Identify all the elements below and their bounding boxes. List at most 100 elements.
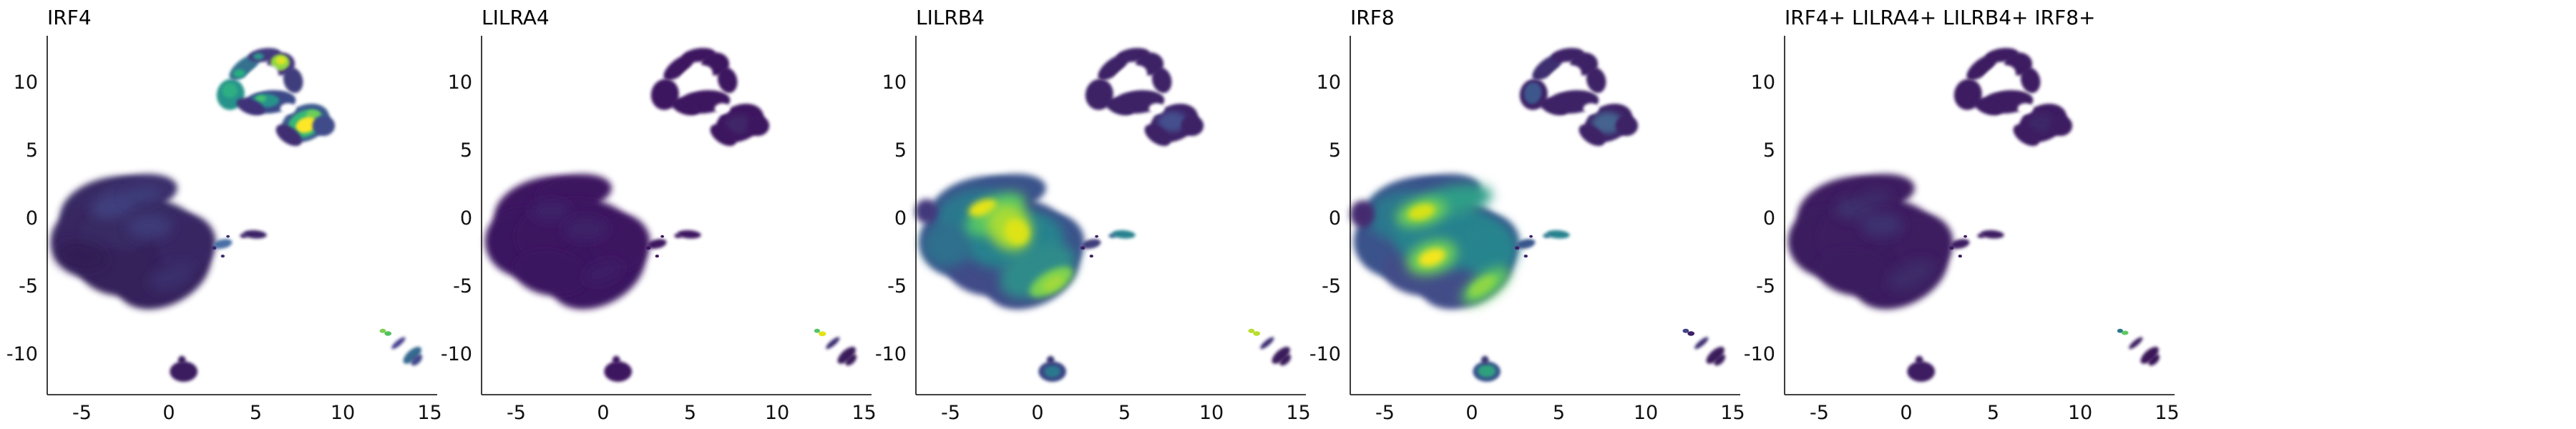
density-blob xyxy=(530,200,572,222)
density-blob xyxy=(1080,246,1085,250)
density-blob xyxy=(2117,328,2123,333)
density-blob xyxy=(1044,365,1060,378)
density-blob xyxy=(2020,67,2041,94)
density-blob xyxy=(2013,124,2039,147)
density-blob xyxy=(1980,230,2004,239)
umap-scatter-plot: -5 0 5 10 15 10 5 0 -5 -10 xyxy=(6,36,442,424)
cluster-hole xyxy=(1583,103,1599,114)
density-blob xyxy=(660,235,664,238)
density-blob xyxy=(1516,239,1536,249)
density-blob xyxy=(677,230,701,239)
cluster-hole xyxy=(1114,65,1147,90)
density-blob xyxy=(1586,67,1606,94)
density-blob xyxy=(1260,337,1274,350)
x-tick-label: -5 xyxy=(1375,402,1395,424)
y-tick-label: 5 xyxy=(1329,139,1341,162)
density-blob xyxy=(1579,124,1605,147)
y-tick-label: 5 xyxy=(1763,139,1775,162)
density-blob xyxy=(275,56,286,65)
y-tick-label: 0 xyxy=(1329,207,1341,230)
umap-scatter-plot: -5 0 5 10 15 10 5 0 -5 -10 xyxy=(1744,36,2180,424)
density-blob xyxy=(563,217,609,242)
density-blob xyxy=(236,98,265,116)
y-tick-label: 5 xyxy=(460,139,472,162)
density-blob xyxy=(1095,235,1098,238)
umap-panel-1: IRF4 -5 0 5 10 15 10 5 0 -5 -10 xyxy=(0,0,444,429)
x-tick-label: 10 xyxy=(2068,402,2092,424)
umap-panel-3: LILRB4 -5 0 5 10 15 10 5 0 -5 -10 xyxy=(869,0,1312,429)
density-blob xyxy=(127,214,172,239)
density-blob xyxy=(1615,115,1639,137)
x-tick-label: 0 xyxy=(162,402,175,424)
y-tick-label: -5 xyxy=(1322,275,1341,297)
density-blob xyxy=(1253,331,1261,336)
density-blob xyxy=(1004,219,1029,245)
density-blob xyxy=(914,199,938,224)
density-blob xyxy=(2148,354,2160,366)
x-tick-label: -5 xyxy=(72,402,92,424)
density-blob xyxy=(837,347,856,364)
y-tick-label: 10 xyxy=(882,72,907,94)
y-tick-label: -10 xyxy=(875,343,907,365)
density-blob xyxy=(253,53,264,60)
panel-title: LILRB4 xyxy=(916,6,985,29)
density-blob xyxy=(1181,115,1204,137)
density-blob xyxy=(1887,259,1936,292)
density-blob xyxy=(1907,361,1936,382)
density-blob xyxy=(240,233,248,238)
y-tick-label: -10 xyxy=(1744,343,1775,365)
density-blob xyxy=(56,240,108,272)
density-blob xyxy=(213,239,233,249)
panel-title: IRF4+ LILRA4+ LILRB4+ IRF8+ xyxy=(1785,6,2096,29)
density-blob xyxy=(1915,355,1923,365)
density-blob xyxy=(1951,239,1970,249)
panel-title: IRF4 xyxy=(47,6,92,29)
density-blob xyxy=(1543,233,1551,238)
umap-scatter-plot: -5 0 5 10 15 10 5 0 -5 -10 xyxy=(1309,36,1745,424)
density-blob xyxy=(674,233,682,238)
x-tick-label: 10 xyxy=(1634,402,1658,424)
x-tick-label: 15 xyxy=(417,402,441,424)
density-blob xyxy=(233,69,245,78)
density-blob xyxy=(1407,204,1435,220)
density-blob xyxy=(283,67,303,94)
density-blob xyxy=(710,124,736,147)
x-tick-label: 5 xyxy=(250,402,262,424)
density-blob xyxy=(922,223,972,267)
x-tick-label: 15 xyxy=(852,402,876,424)
density-blob xyxy=(746,115,770,137)
density-blob xyxy=(312,115,336,137)
y-tick-label: -5 xyxy=(887,275,907,297)
density-blob xyxy=(583,260,623,285)
density-blob xyxy=(1949,246,1954,250)
density-blob xyxy=(1687,331,1695,336)
density-blob xyxy=(296,117,317,133)
y-tick-label: -10 xyxy=(6,343,38,365)
x-tick-label: -5 xyxy=(941,402,960,424)
density-blob xyxy=(1108,233,1116,238)
density-blob xyxy=(1151,67,1172,94)
density-blob xyxy=(1105,98,1133,116)
density-blob xyxy=(379,328,386,333)
x-tick-label: 0 xyxy=(1031,402,1043,424)
density-blob xyxy=(646,246,651,250)
density-blob xyxy=(1694,337,1709,350)
x-tick-label: 15 xyxy=(1720,402,1745,424)
cluster-hole xyxy=(680,65,713,90)
density-blob xyxy=(1144,124,1171,147)
x-tick-label: -5 xyxy=(1810,402,1829,424)
density-blob xyxy=(177,355,186,365)
x-tick-label: 0 xyxy=(1900,402,1912,424)
density-blob xyxy=(2140,347,2159,364)
density-blob xyxy=(818,331,826,337)
y-tick-label: -10 xyxy=(441,343,472,365)
density-blob xyxy=(1157,111,1187,132)
y-tick-label: -5 xyxy=(19,275,38,297)
cluster-hole xyxy=(2017,103,2034,114)
y-tick-label: -10 xyxy=(1309,343,1341,365)
density-blob xyxy=(1523,255,1528,258)
cluster-hole xyxy=(245,65,278,90)
density-blob xyxy=(403,347,421,364)
density-blob xyxy=(1478,365,1496,378)
density-blob xyxy=(1706,347,1724,364)
